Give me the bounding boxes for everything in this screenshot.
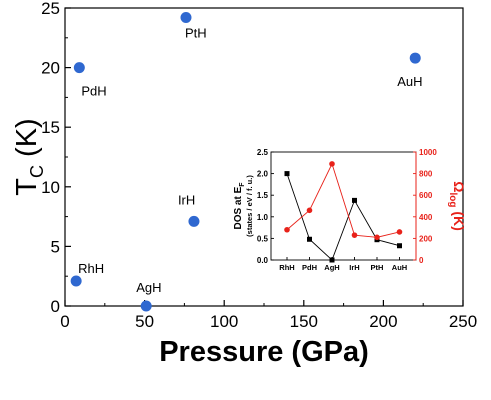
inset-right-axis-label-sub: log: [447, 192, 458, 207]
inset-x-ticks: RhH PdH AgH IrH PtH AuH: [279, 257, 407, 272]
inset-left-axis-label-sub: F: [239, 182, 246, 187]
data-label-agh: AgH: [136, 280, 161, 295]
dos-point-pdh: [307, 236, 312, 242]
dos-point-irh: [352, 197, 357, 203]
inset-x-tick-label: IrH: [349, 263, 359, 272]
data-point-rhh: [70, 275, 82, 287]
omega-point-pdh: [306, 207, 313, 214]
dos-point-agh: [329, 257, 335, 263]
main-y-ticks: 0 5 10 15 20 25: [41, 0, 71, 316]
main-y-tick-label: 0: [51, 297, 60, 316]
inset-x-tick-label: AgH: [324, 263, 339, 272]
inset-right-axis-label-unit: (K): [451, 207, 467, 230]
inset-chart: 0.0 0.5 1.0 1.5 2.0 2.5 0 200 400 600 800 1000 RhH…: [233, 148, 467, 272]
dos-point-rhh: [284, 171, 290, 177]
data-label-auh: AuH: [397, 74, 422, 89]
inset-left-tick-label: 0.0: [257, 256, 269, 265]
inset-plot-frame: [270, 151, 417, 261]
inset-right-tick-label: 0: [419, 256, 424, 265]
omega-point-irh: [351, 232, 358, 238]
omega-point-rhh: [284, 226, 290, 233]
inset-right-axis-label: Ωlog (K): [447, 181, 467, 231]
inset-left-tick-label: 0.5: [257, 234, 269, 243]
inset-x-tick-label: PdH: [302, 263, 317, 272]
inset-x-tick-label: AuH: [392, 263, 407, 272]
data-point-agh: [140, 300, 152, 312]
main-y-tick-label: 25: [41, 0, 60, 18]
main-y-tick-label: 20: [41, 59, 60, 78]
main-x-tick-label: 0: [60, 312, 69, 331]
main-x-tick-label: 200: [369, 312, 397, 331]
data-label-pdh: PdH: [81, 84, 106, 99]
omega-point-auh: [396, 229, 403, 235]
inset-left-tick-label: 2.5: [257, 148, 269, 157]
main-x-ticks: 0 50 100 150 200 250: [60, 300, 477, 331]
main-x-tick-label: 150: [290, 312, 318, 331]
dos-point-auh: [397, 243, 402, 249]
inset-series: [284, 161, 403, 263]
omega-series-line: [286, 162, 400, 238]
omega-point-agh: [329, 161, 335, 167]
data-point-irh: [188, 215, 200, 227]
inset-right-tick-label: 400: [419, 213, 433, 222]
data-label-rhh: RhH: [78, 261, 104, 276]
data-point-pdh: [73, 62, 85, 74]
inset-right-ticks: 0 200 400 600 800 1000: [413, 148, 437, 265]
inset-right-tick-label: 800: [419, 170, 433, 179]
inset-left-tick-label: 1.5: [257, 191, 269, 200]
inset-left-axis-label-line2: (states / eV / f. u.): [245, 175, 254, 237]
inset-x-tick-label: PtH: [371, 263, 384, 272]
main-y-axis-label: TC (K): [11, 118, 47, 195]
data-point-auh: [409, 52, 421, 64]
main-y-axis-label-main: T: [11, 178, 43, 196]
inset-left-ticks: 0.0 0.5 1.0 1.5 2.0 2.5: [257, 148, 274, 265]
main-data-points: PdH PtH AuH IrH RhH AgH: [70, 12, 423, 312]
inset-left-axis-label: DOS at EF: [233, 182, 246, 230]
main-x-tick-label: 100: [210, 312, 238, 331]
main-x-axis-label: Pressure (GPa): [159, 336, 369, 368]
inset-x-tick-label: RhH: [279, 263, 294, 272]
inset-left-tick-label: 2.0: [257, 170, 269, 179]
main-y-tick-label: 10: [41, 178, 60, 197]
data-label-irh: IrH: [178, 192, 195, 207]
inset-right-tick-label: 1000: [419, 148, 437, 157]
data-point-pth: [180, 12, 192, 24]
main-y-axis-label-sub: C: [27, 165, 47, 178]
inset-right-axis-label-main: Ω: [451, 181, 467, 192]
inset-left-tick-label: 1.0: [257, 213, 269, 222]
main-y-axis-label-unit: (K): [11, 118, 43, 165]
inset-left-axis-label-main: DOS at E: [233, 186, 244, 229]
dos-series-line: [286, 173, 400, 261]
main-y-tick-label: 15: [41, 118, 60, 137]
main-y-tick-label: 5: [51, 237, 60, 256]
main-x-tick-label: 50: [135, 312, 154, 331]
main-x-tick-label: 250: [449, 312, 477, 331]
data-label-pth: PtH: [185, 26, 207, 41]
omega-point-pth: [374, 234, 380, 241]
inset-right-tick-label: 200: [419, 234, 433, 243]
inset-right-tick-label: 600: [419, 191, 433, 200]
